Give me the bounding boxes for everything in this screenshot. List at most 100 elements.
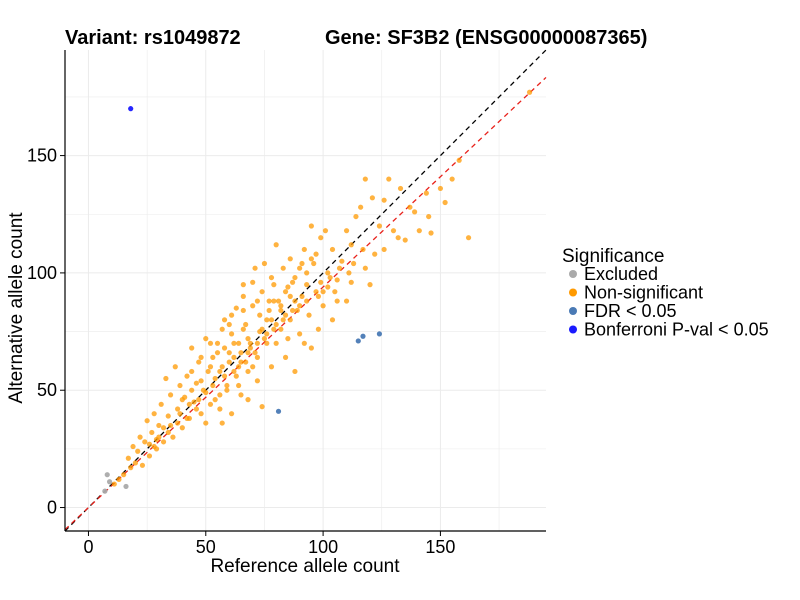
data-point-non-significant xyxy=(179,425,185,431)
data-point-non-significant xyxy=(203,336,209,342)
y-tick-label: 0 xyxy=(47,498,57,518)
data-point-non-significant xyxy=(238,392,244,398)
data-point-non-significant xyxy=(397,185,404,192)
data-point-non-significant xyxy=(236,364,242,370)
data-point-non-significant xyxy=(137,434,143,440)
data-point-non-significant xyxy=(245,397,251,403)
data-point-non-significant xyxy=(259,404,265,410)
data-point-non-significant xyxy=(207,364,214,370)
data-point-non-significant xyxy=(313,251,319,257)
data-point-non-significant xyxy=(142,439,148,445)
data-point-fdr-0-05 xyxy=(376,331,383,337)
data-point-non-significant xyxy=(226,321,232,328)
data-point-non-significant xyxy=(327,274,333,281)
data-point-non-significant xyxy=(318,235,324,241)
reference-lines xyxy=(64,49,547,532)
data-point-non-significant xyxy=(306,312,312,318)
data-point-non-significant xyxy=(358,204,364,210)
data-point-non-significant xyxy=(146,441,153,447)
data-point-non-significant xyxy=(386,176,392,182)
data-point-non-significant xyxy=(423,190,429,196)
data-point-non-significant xyxy=(287,293,293,299)
data-point-non-significant xyxy=(264,317,270,323)
data-point-non-significant xyxy=(243,321,249,328)
data-point-non-significant xyxy=(219,364,225,370)
reference-line-identity xyxy=(64,49,547,532)
data-point-non-significant xyxy=(416,228,422,234)
legend-key-bonferroni-p-val-0-05 xyxy=(569,325,577,334)
data-point-non-significant xyxy=(240,293,246,299)
data-point-non-significant xyxy=(184,415,190,421)
data-point-bonferroni-p-val-0-05 xyxy=(128,106,134,112)
x-tick-label: 50 xyxy=(196,537,216,557)
data-point-non-significant xyxy=(250,279,256,285)
data-point-non-significant xyxy=(233,373,239,379)
data-point-non-significant xyxy=(343,298,350,304)
data-point-non-significant xyxy=(236,340,242,346)
data-point-non-significant xyxy=(130,443,136,450)
data-point-non-significant xyxy=(299,293,305,299)
data-point-non-significant xyxy=(297,265,303,271)
data-point-non-significant xyxy=(228,331,235,337)
data-point-non-significant xyxy=(301,340,307,346)
data-point-non-significant xyxy=(231,368,237,375)
data-point-non-significant xyxy=(264,340,270,346)
data-point-fdr-0-05 xyxy=(360,333,366,339)
data-point-non-significant xyxy=(273,340,279,346)
data-point-non-significant xyxy=(252,265,258,271)
data-point-non-significant xyxy=(297,303,303,309)
legend-label: Excluded xyxy=(584,264,658,284)
data-point-non-significant xyxy=(334,277,340,283)
data-point-non-significant xyxy=(287,256,293,262)
data-point-non-significant xyxy=(250,364,256,370)
data-point-non-significant xyxy=(428,230,434,236)
x-tick-label: 0 xyxy=(83,537,93,557)
data-point-non-significant xyxy=(325,270,331,276)
data-point-non-significant xyxy=(214,350,221,356)
data-point-non-significant xyxy=(189,345,195,351)
data-point-non-significant xyxy=(280,265,286,271)
data-point-non-significant xyxy=(233,305,239,311)
data-point-non-significant xyxy=(184,373,190,379)
data-point-non-significant xyxy=(243,359,249,365)
data-point-non-significant xyxy=(285,336,291,342)
data-point-non-significant xyxy=(196,359,202,365)
data-point-excluded xyxy=(123,483,129,490)
data-point-non-significant xyxy=(282,354,289,360)
data-point-non-significant xyxy=(390,228,397,234)
data-point-non-significant xyxy=(149,429,155,436)
data-point-non-significant xyxy=(231,354,237,360)
data-point-non-significant xyxy=(198,354,204,360)
data-point-non-significant xyxy=(320,289,326,295)
data-point-non-significant xyxy=(245,350,251,356)
data-point-non-significant xyxy=(151,443,157,450)
data-point-non-significant xyxy=(275,298,282,304)
data-point-non-significant xyxy=(240,307,246,314)
data-point-non-significant xyxy=(465,235,472,241)
data-point-non-significant xyxy=(179,397,185,403)
data-point-non-significant xyxy=(381,246,387,253)
data-point-non-significant xyxy=(304,270,310,276)
data-point-non-significant xyxy=(226,350,232,356)
data-point-non-significant xyxy=(121,472,127,478)
data-point-non-significant xyxy=(261,260,268,267)
data-point-excluded xyxy=(102,488,108,494)
data-point-non-significant xyxy=(128,465,134,471)
data-point-non-significant xyxy=(360,246,366,253)
legend-key-excluded xyxy=(569,270,577,278)
data-point-non-significant xyxy=(210,382,216,389)
chart-title-gene: Gene: SF3B2 (ENSG00000087365) xyxy=(325,27,647,49)
x-tick-label: 150 xyxy=(425,537,455,557)
data-point-non-significant xyxy=(336,265,343,271)
data-point-non-significant xyxy=(304,298,310,304)
data-point-non-significant xyxy=(320,303,326,309)
y-axis-label: Alternative allele count xyxy=(6,212,27,404)
data-point-non-significant xyxy=(292,274,298,281)
data-point-non-significant xyxy=(362,265,368,271)
data-point-non-significant xyxy=(175,406,181,412)
data-point-non-significant xyxy=(311,260,317,267)
data-point-non-significant xyxy=(193,380,199,386)
data-point-non-significant xyxy=(254,354,260,360)
data-point-fdr-0-05 xyxy=(355,338,361,344)
